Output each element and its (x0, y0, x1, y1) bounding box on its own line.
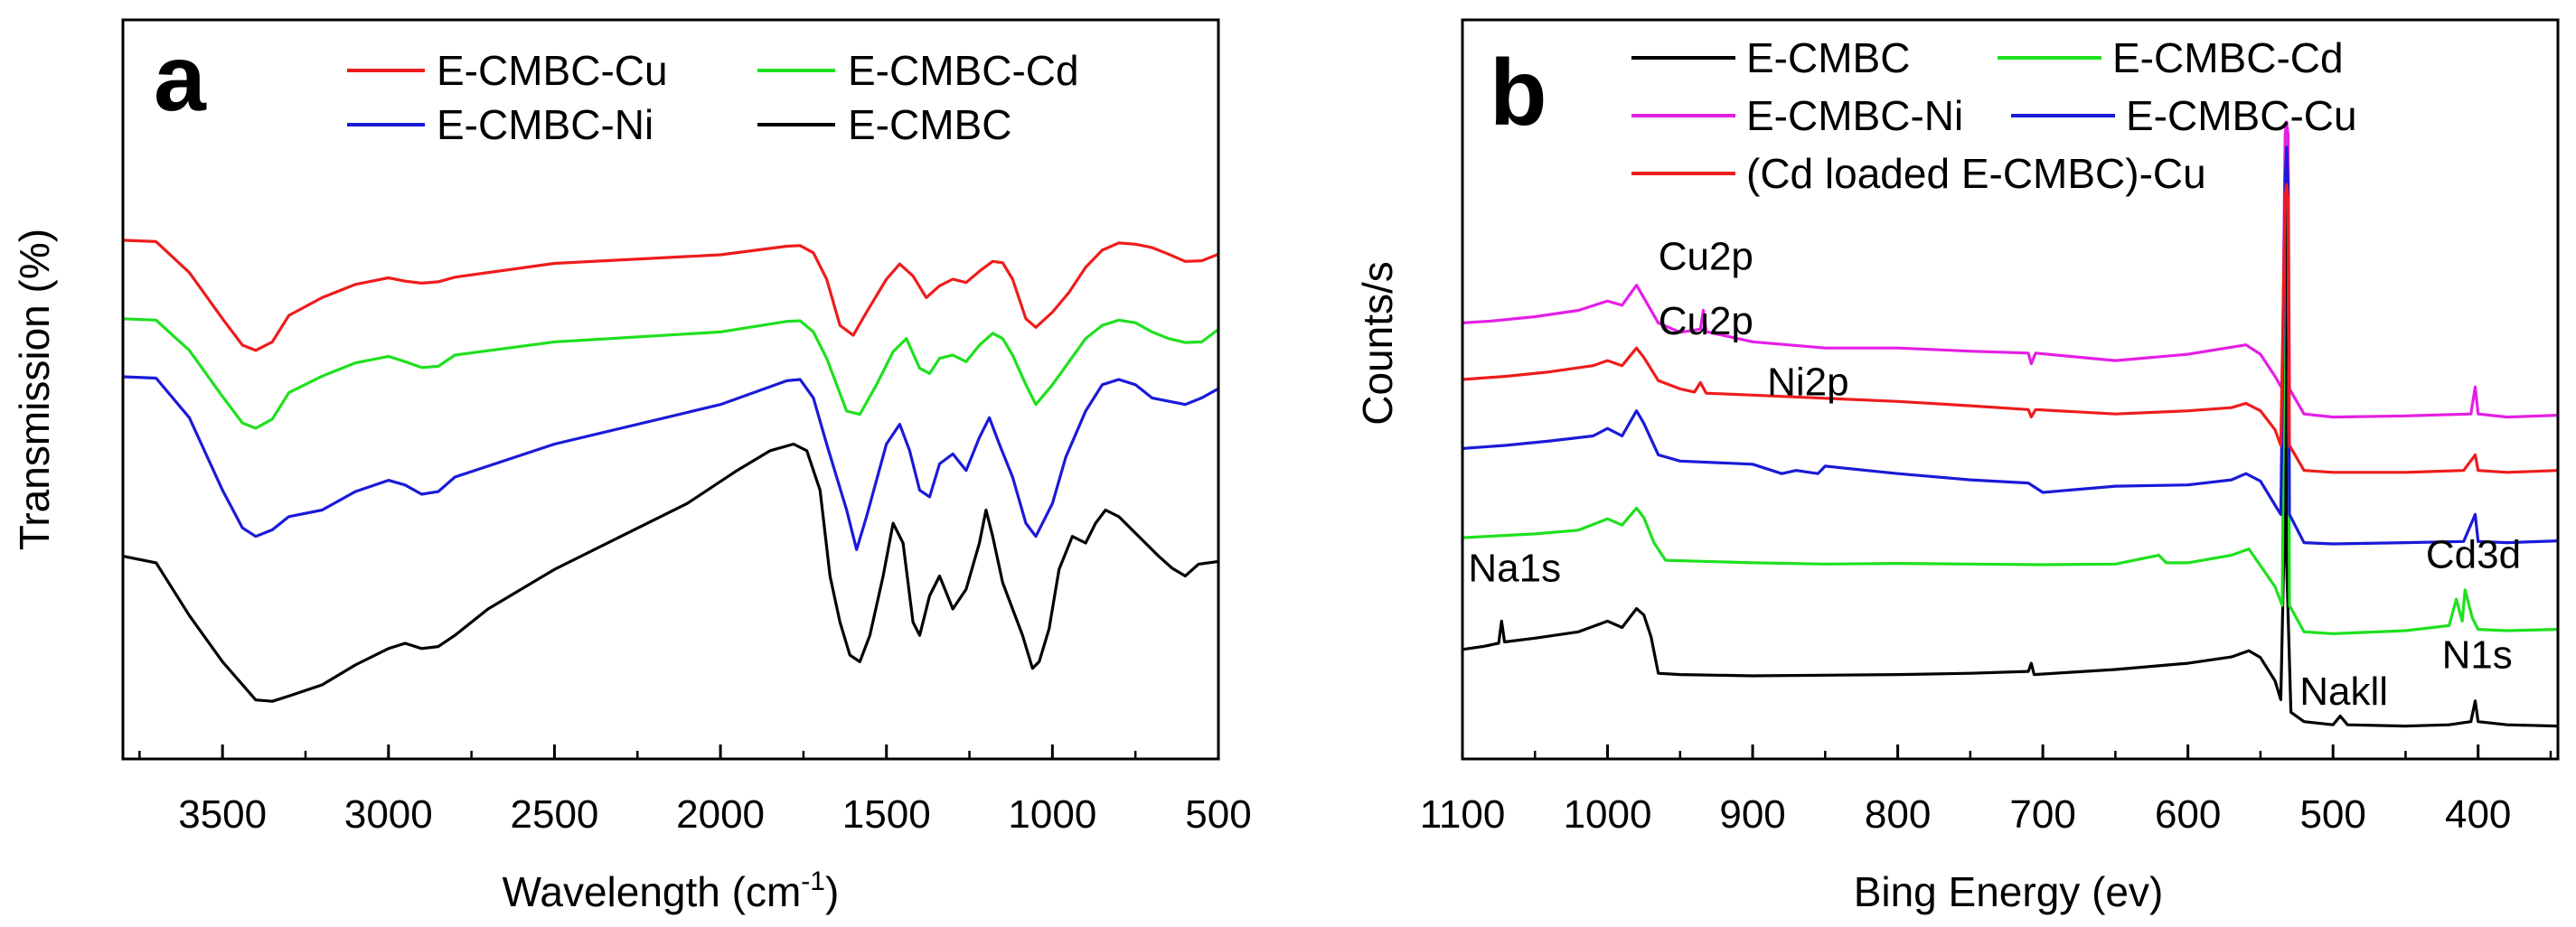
panel-a-curve-e-cmbc-cu (122, 239, 1219, 352)
legend-label-b-e-cmbc: E-CMBC (1746, 34, 1910, 81)
panel-a-x-axis-title-main: Wavelength (cm (503, 868, 802, 915)
panel-a-x-tick-label: 3000 (344, 792, 433, 837)
panel-b-annotation-cu2p: Cu2p (1659, 234, 1753, 278)
panel-b-x-tick-label: 500 (2299, 792, 2365, 837)
panel-a-x-tick-label: 1000 (1008, 792, 1096, 837)
panel-b-annotation-ni2p: Ni2p (1767, 360, 1849, 404)
panel-b-curves (1462, 120, 2559, 728)
legend-label-b-e-cmbc-ni: E-CMBC-Ni (1746, 92, 1963, 139)
panel-a-x-tick-label: 500 (1185, 792, 1251, 837)
panel-a-legend: E-CMBC-Cu E-CMBC-Cd E-CMBC-Ni E-CMBC (347, 47, 1079, 148)
panel-a-x-axis-title-close: ) (825, 868, 839, 915)
panel-b-frame (1461, 18, 2560, 761)
panel-b-curve-cd-loaded-e-cmbc-cu (1462, 183, 2559, 474)
panel-b-x-tick-label: 700 (2009, 792, 2075, 837)
panel-a-x-axis-title: Wavelength (cm-1) (503, 866, 840, 915)
legend-label-e-cmbc: E-CMBC (848, 101, 1011, 148)
legend-label-b-e-cmbc-cd: E-CMBC-Cd (2112, 34, 2344, 81)
panel-b-annotation-na1s: Na1s (1468, 547, 1561, 591)
panel-b-x-tick-label: 1000 (1564, 792, 1652, 837)
panel-a-x-ticks: 3500 3000 2500 2000 1500 1000 500 (138, 744, 1252, 837)
panel-a-curve-e-cmbc-ni (122, 375, 1219, 551)
panel-b-legend: E-CMBC E-CMBC-Cd E-CMBC-Ni E-CMBC-Cu (Cd… (1631, 34, 2357, 197)
panel-b-letter: b (1490, 41, 1547, 145)
panel-b-curve-e-cmbc (1462, 183, 2559, 728)
legend-label-b-cd-loaded: (Cd loaded E-CMBC)-Cu (1746, 150, 2206, 197)
panel-b-y-axis-title: Counts/s (1354, 261, 1401, 426)
panel-b-annotation-nakll: Nakll (2299, 670, 2388, 714)
panel-b-annotation-n1s: N1s (2442, 633, 2513, 678)
panel-b-annotation-cd3d: Cd3d (2426, 532, 2521, 576)
legend-label-e-cmbc-cu: E-CMBC-Cu (437, 47, 668, 94)
panel-a-y-axis-title: Transmission (%) (11, 229, 58, 550)
panel-a: 3500 3000 2500 2000 1500 1000 500 a Transmissi… (11, 18, 1252, 915)
panel-b-curve-e-cmbc-cu (1462, 145, 2559, 546)
legend-label-e-cmbc-cd: E-CMBC-Cd (848, 47, 1079, 94)
panel-a-curve-e-cmbc (122, 442, 1219, 703)
panel-a-curve-e-cmbc-cd (122, 317, 1219, 430)
panel-a-curves (122, 239, 1219, 703)
panel-b-x-axis-title: Bing Energy (ev) (1854, 868, 2164, 915)
panel-b-annotation-cu2p: Cu2p (1659, 299, 1753, 343)
panel-a-frame (121, 18, 1220, 761)
panel-b-x-tick-label: 400 (2445, 792, 2511, 837)
panel-a-x-axis-title-sup: -1 (801, 866, 825, 896)
panel-b: 1100 1000 900 800 700 600 500 400 Cu2p Cu2p Ni2p N… (1354, 18, 2560, 915)
panel-b-x-tick-label: 800 (1865, 792, 1931, 837)
panel-a-x-tick-label: 2500 (511, 792, 599, 837)
panel-a-letter: a (154, 26, 207, 131)
panel-b-x-tick-label: 600 (2155, 792, 2221, 837)
panel-a-x-tick-label: 2000 (676, 792, 765, 837)
panel-a-x-tick-label: 1500 (842, 792, 931, 837)
panel-b-x-tick-label: 900 (1719, 792, 1785, 837)
legend-label-e-cmbc-ni: E-CMBC-Ni (437, 101, 653, 148)
panel-a-x-tick-label: 3500 (178, 792, 267, 837)
panel-b-curve-e-cmbc-ni (1462, 120, 2559, 419)
panel-b-x-ticks: 1100 1000 900 800 700 600 500 400 (1420, 744, 2552, 837)
panel-b-x-tick-label: 1100 (1420, 792, 1506, 837)
panel-b-curve-e-cmbc-cd (1462, 133, 2559, 635)
legend-label-b-e-cmbc-cu: E-CMBC-Cu (2126, 92, 2357, 139)
panel-b-annotations: Cu2p Cu2p Ni2p Na1s Cd3d Nakll N1s (1468, 234, 2521, 714)
